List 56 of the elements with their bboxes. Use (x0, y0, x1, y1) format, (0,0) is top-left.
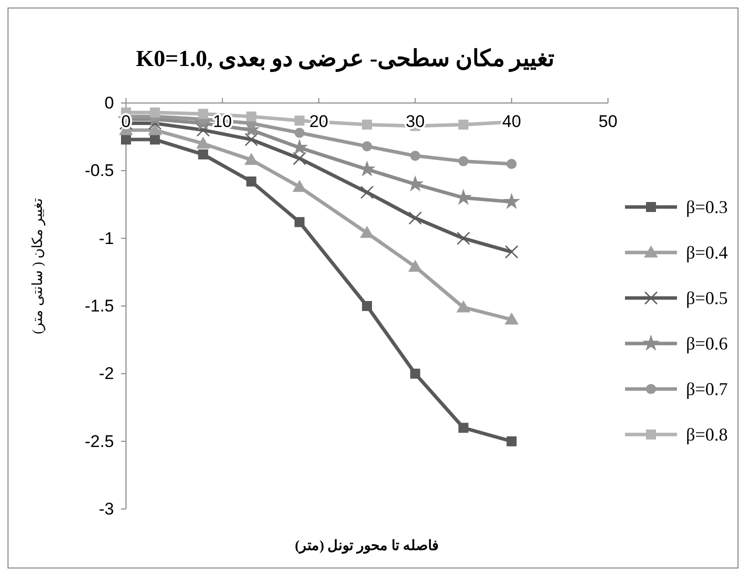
point (198, 108, 208, 119)
y-axis-title: تغییر مکان ( سانتی متر) (31, 198, 46, 334)
point (504, 312, 519, 325)
point (246, 176, 256, 186)
point (506, 158, 517, 169)
point (506, 436, 517, 446)
legend-label: β=0.5 (686, 288, 728, 308)
point (150, 134, 160, 145)
point (362, 120, 372, 130)
point (410, 150, 420, 161)
y-tick-label: -1.5 (84, 296, 114, 316)
y-tick-label: -3 (98, 499, 114, 518)
point (121, 134, 131, 145)
point (292, 152, 306, 166)
point (458, 156, 468, 166)
point (294, 217, 305, 228)
point (504, 245, 518, 259)
point (408, 211, 422, 225)
y-tick-label: 0 (104, 93, 114, 112)
x-tick-label: 40 (502, 112, 522, 132)
point (150, 107, 160, 118)
point (148, 123, 162, 136)
point (294, 128, 305, 138)
y-tick-label: -2.5 (84, 432, 114, 451)
y-tick-label: -0.5 (84, 161, 114, 180)
x-tick-label: 20 (309, 112, 328, 132)
point (246, 112, 256, 122)
point (360, 226, 374, 238)
chart-title: تغییر مکان سطحی- عرضی دو بعدی ,K0=1.0 (136, 46, 556, 73)
point (408, 260, 422, 272)
x-tick-label: 0 (121, 112, 131, 132)
point (503, 192, 520, 210)
point (196, 123, 210, 137)
point (294, 116, 305, 126)
point (456, 300, 470, 312)
point (362, 141, 372, 152)
y-tick-label: -1 (98, 228, 114, 248)
point (410, 368, 420, 379)
point (360, 186, 374, 199)
point (198, 149, 208, 160)
point (244, 152, 258, 165)
point (244, 132, 258, 146)
x-tick-label: 30 (406, 112, 425, 132)
legend-label: β=0.8 (686, 424, 728, 444)
legend-label: β=0.7 (686, 379, 728, 399)
legend-label: β=0.4 (686, 242, 728, 262)
legend-label: β=0.6 (686, 334, 728, 354)
point (458, 120, 468, 130)
point (362, 301, 372, 311)
y-tick-label: -2 (98, 364, 114, 384)
x-axis-title: فاصله تا محور تونل (متر) (294, 539, 440, 554)
point (196, 136, 210, 149)
legend-label: β=0.3 (686, 197, 728, 217)
x-tick-label: 50 (598, 112, 618, 132)
point (456, 232, 470, 245)
point (458, 422, 468, 433)
